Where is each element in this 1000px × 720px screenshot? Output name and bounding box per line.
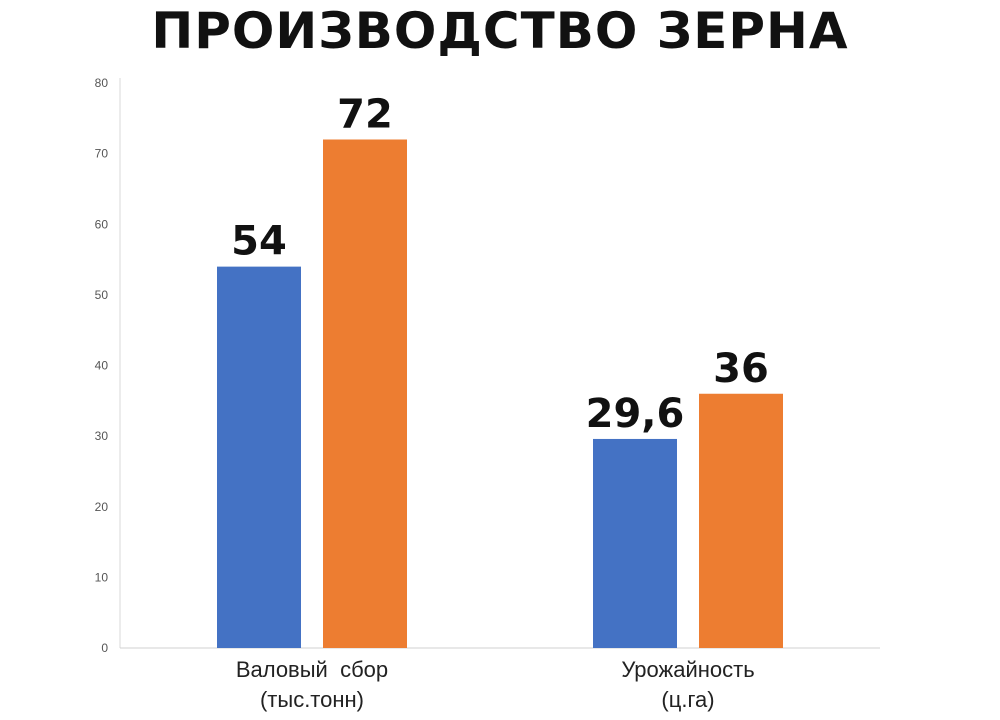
data-label-series-0-category-1: 29,6 — [586, 391, 685, 437]
category-labels-group: Валовый сбор (тыс.тонн) Урожайность (ц.га) — [236, 657, 755, 712]
bar-series-1-category-0 — [323, 139, 407, 648]
x-category-label: Валовый сбор — [236, 657, 388, 682]
bar-series-0-category-1 — [593, 438, 677, 648]
y-axis-ticks: 0 10 20 30 40 50 60 70 80 — [95, 76, 109, 655]
y-tick-label: 0 — [101, 641, 108, 655]
data-label-series-1-category-0: 72 — [337, 92, 393, 138]
y-tick-label: 20 — [95, 500, 109, 514]
y-tick-label: 80 — [95, 76, 109, 90]
y-tick-label: 30 — [95, 429, 109, 443]
y-tick-label: 50 — [95, 288, 109, 302]
y-tick-label: 10 — [95, 570, 109, 584]
y-tick-label: 70 — [95, 147, 109, 161]
chart-title: ПРОИЗВОДСТВО ЗЕРНА — [151, 2, 849, 60]
bars-group — [217, 139, 783, 648]
y-tick-label: 60 — [95, 217, 109, 231]
x-category-label: Урожайность — [621, 657, 754, 682]
value-labels-group: 54 29,6 72 36 — [231, 92, 769, 437]
y-tick-label: 40 — [95, 359, 109, 373]
data-label-series-1-category-1: 36 — [713, 346, 769, 392]
x-category-label: (тыс.тонн) — [260, 687, 364, 712]
bar-series-1-category-1 — [699, 393, 783, 648]
x-category-label: (ц.га) — [661, 687, 714, 712]
data-label-series-0-category-0: 54 — [231, 219, 287, 265]
bar-series-0-category-0 — [217, 266, 301, 648]
